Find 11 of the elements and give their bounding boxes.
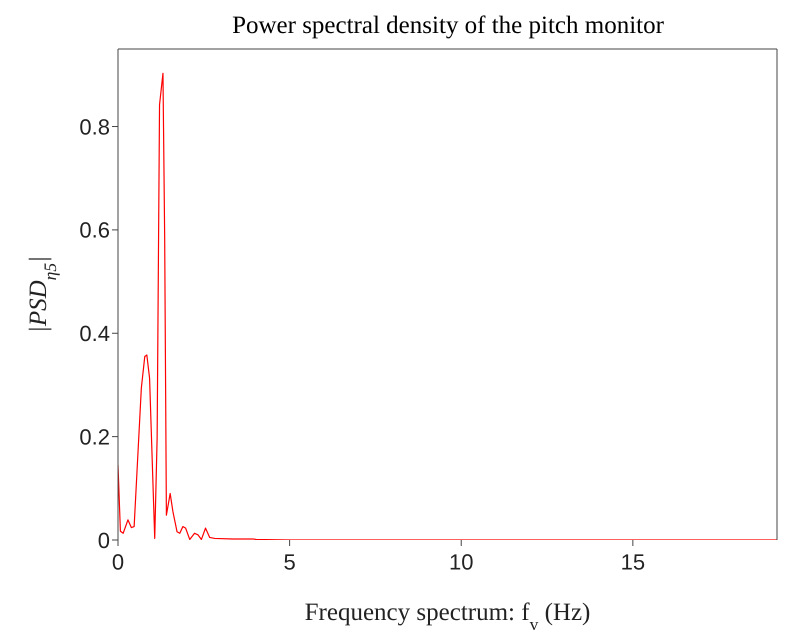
x-tick-label: 10 xyxy=(448,550,474,575)
y-tick-label: 0.2 xyxy=(79,424,110,450)
chart-title: Power spectral density of the pitch monitor xyxy=(231,12,665,40)
x-axis-title: Frequency spectrum: f$_{v}$ (Hz) xyxy=(304,599,590,634)
x-tick-label: 5 xyxy=(283,550,296,575)
y-tick-label: 0 xyxy=(98,528,110,553)
y-tick-label: 0.8 xyxy=(79,114,110,140)
y-tick-label: 0.4 xyxy=(79,321,110,346)
x-tick-label: 15 xyxy=(620,550,646,575)
y-tick-label: 0.6 xyxy=(79,218,110,243)
line-series xyxy=(118,72,777,540)
